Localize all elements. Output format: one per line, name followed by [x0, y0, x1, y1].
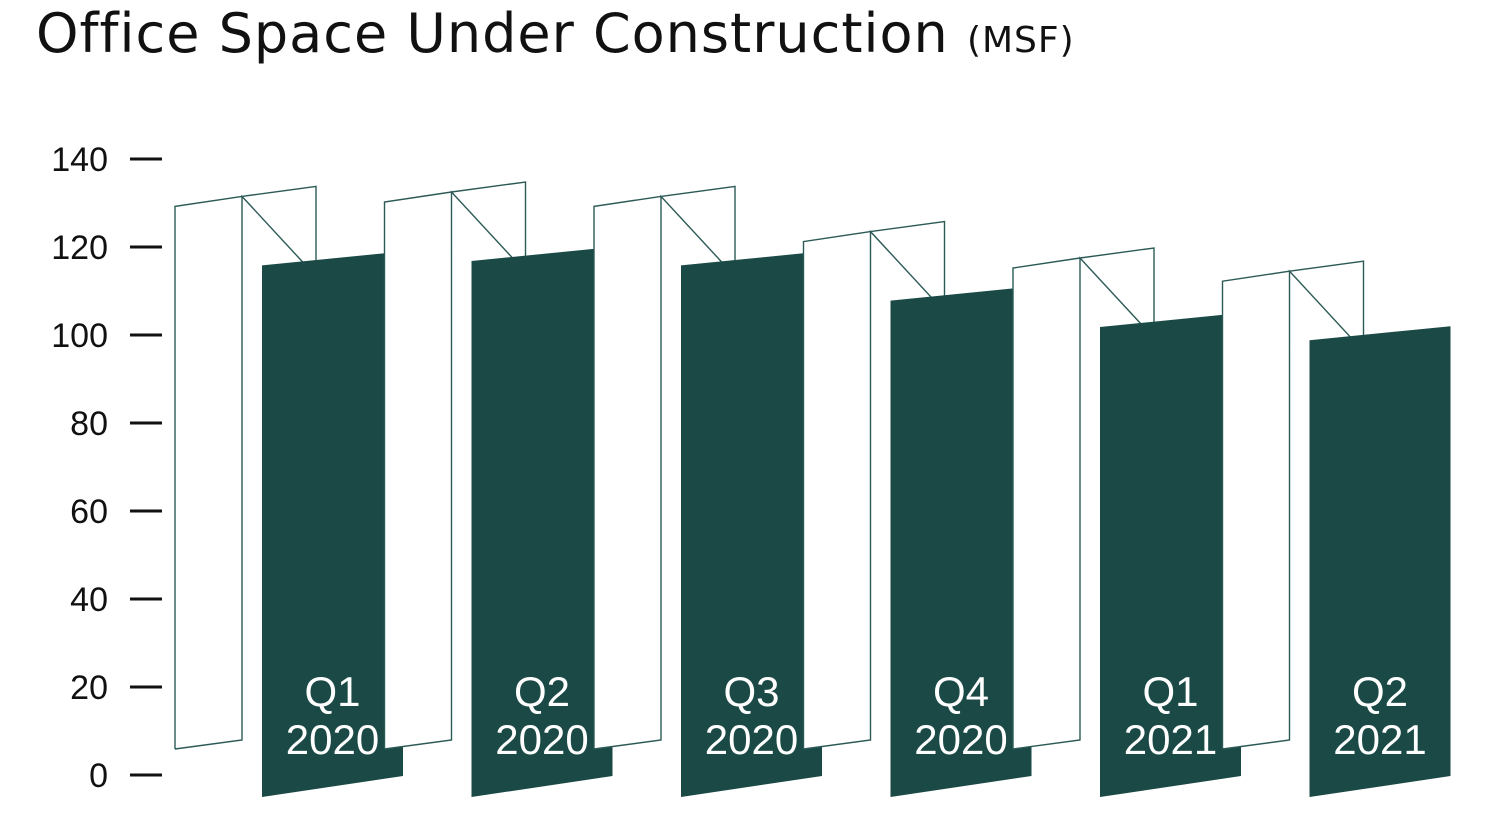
- chart-title: Office Space Under Construction (MSF): [36, 2, 1075, 65]
- bar: [262, 251, 403, 797]
- bar-label-quarter: Q2: [514, 668, 570, 715]
- y-axis: 0 20 40 60 80 100 120 140: [51, 141, 162, 795]
- bar-label-year: 2020: [286, 716, 379, 763]
- bar-label-year: 2021: [1333, 716, 1426, 763]
- bar-label-year: 2021: [1124, 716, 1217, 763]
- bar-back-outline: [802, 220, 946, 750]
- bar: [681, 251, 822, 797]
- bar-back-outline: [174, 185, 317, 750]
- bar-back-outline: [1012, 247, 1155, 750]
- y-tick-label: 120: [51, 229, 108, 267]
- bar-back-outline: [1221, 260, 1365, 750]
- bar-label-quarter: Q1: [1142, 668, 1198, 715]
- bar-label-year: 2020: [495, 716, 588, 763]
- bar: [890, 286, 1032, 797]
- y-tick-label: 80: [70, 405, 108, 443]
- bar-back-outline: [593, 185, 736, 750]
- y-tick-label: 140: [51, 141, 108, 179]
- y-tick-label: 40: [70, 581, 108, 619]
- bar: [1100, 313, 1241, 797]
- y-tick-label: 60: [70, 493, 108, 531]
- bar-label-quarter: Q1: [304, 668, 360, 715]
- bar-label-quarter: Q3: [723, 668, 779, 715]
- y-tick-label: 0: [89, 757, 108, 795]
- bar: [1309, 326, 1451, 797]
- bar-back-outline: [383, 181, 527, 750]
- bar-label-year: 2020: [914, 716, 1007, 763]
- chart-title-text: Office Space Under Construction: [36, 2, 949, 65]
- chart-title-unit: (MSF): [966, 20, 1075, 61]
- bar-label-year: 2020: [705, 716, 798, 763]
- y-tick-label: 20: [70, 669, 108, 707]
- bar-label-quarter: Q2: [1352, 668, 1408, 715]
- bar-label-quarter: Q4: [933, 668, 989, 715]
- y-tick-label: 100: [51, 317, 108, 355]
- bar: [471, 247, 613, 797]
